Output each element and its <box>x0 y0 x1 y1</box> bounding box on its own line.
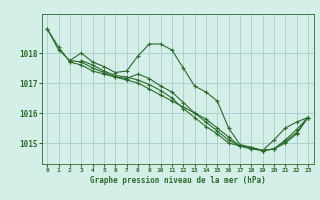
X-axis label: Graphe pression niveau de la mer (hPa): Graphe pression niveau de la mer (hPa) <box>90 176 266 185</box>
